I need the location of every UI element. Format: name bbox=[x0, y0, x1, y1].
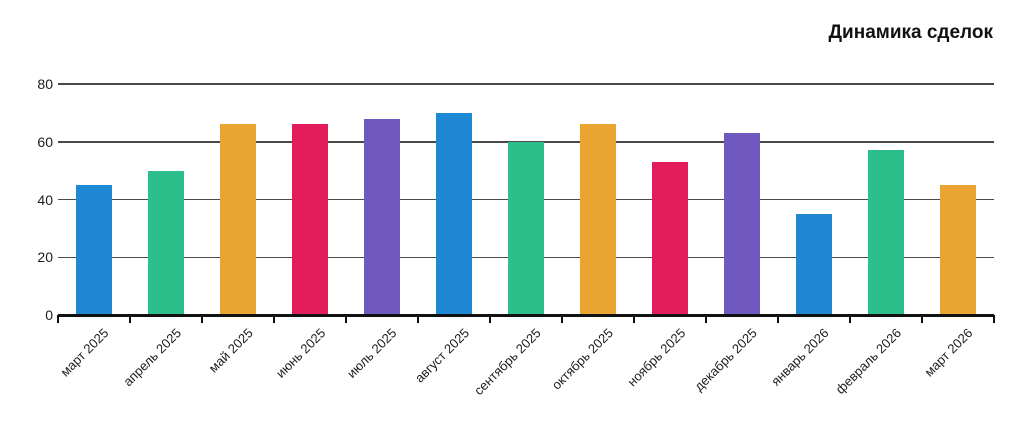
y-axis-label: 40 bbox=[37, 191, 53, 208]
bar[interactable] bbox=[292, 124, 328, 315]
gridline bbox=[58, 83, 994, 85]
bar[interactable] bbox=[508, 141, 544, 315]
x-axis-label: март 2025 bbox=[57, 325, 112, 380]
x-axis-tick bbox=[129, 315, 131, 323]
x-axis-label: март 2026 bbox=[921, 325, 976, 380]
x-axis-tick bbox=[921, 315, 923, 323]
x-axis-tick bbox=[849, 315, 851, 323]
bar[interactable] bbox=[220, 124, 256, 315]
y-axis-label: 60 bbox=[37, 133, 53, 150]
bar[interactable] bbox=[148, 170, 184, 315]
bar[interactable] bbox=[76, 185, 112, 315]
bar[interactable] bbox=[652, 161, 688, 315]
y-axis-label: 0 bbox=[45, 307, 53, 323]
x-axis-label: сентябрь 2025 bbox=[471, 325, 544, 399]
y-axis-label: 20 bbox=[37, 249, 53, 266]
x-axis-tick bbox=[201, 315, 203, 323]
x-axis-label: октябрь 2025 bbox=[548, 325, 616, 393]
bar[interactable] bbox=[724, 133, 760, 315]
bar[interactable] bbox=[868, 150, 904, 315]
x-axis-tick bbox=[561, 315, 563, 323]
bar[interactable] bbox=[940, 185, 976, 315]
x-axis-tick bbox=[57, 315, 59, 323]
x-axis-label: июль 2025 bbox=[344, 325, 400, 381]
x-axis-label: февраль 2026 bbox=[832, 325, 904, 397]
x-axis-label: апрель 2025 bbox=[120, 325, 184, 390]
x-axis-tick bbox=[273, 315, 275, 323]
bar[interactable] bbox=[580, 124, 616, 315]
bar[interactable] bbox=[436, 112, 472, 315]
y-axis-label: 80 bbox=[37, 76, 53, 92]
x-axis-label: июнь 2025 bbox=[272, 325, 328, 381]
x-axis-tick bbox=[633, 315, 635, 323]
chart-title: Динамика сделок bbox=[828, 22, 993, 43]
x-axis-tick bbox=[777, 315, 779, 323]
x-axis-tick bbox=[345, 315, 347, 323]
x-axis-tick bbox=[489, 315, 491, 323]
x-axis-line bbox=[58, 313, 994, 317]
x-axis-label: ноябрь 2025 bbox=[623, 325, 688, 390]
x-axis-tick bbox=[417, 315, 419, 323]
x-axis-label: декабрь 2025 bbox=[691, 325, 760, 394]
x-axis-tick bbox=[705, 315, 707, 323]
x-axis-label: май 2025 bbox=[205, 325, 256, 376]
bar[interactable] bbox=[796, 213, 832, 315]
x-axis-tick bbox=[993, 315, 995, 323]
x-axis-label: август 2025 bbox=[411, 325, 472, 386]
bar[interactable] bbox=[364, 118, 400, 315]
x-axis-label: январь 2026 bbox=[768, 325, 832, 389]
